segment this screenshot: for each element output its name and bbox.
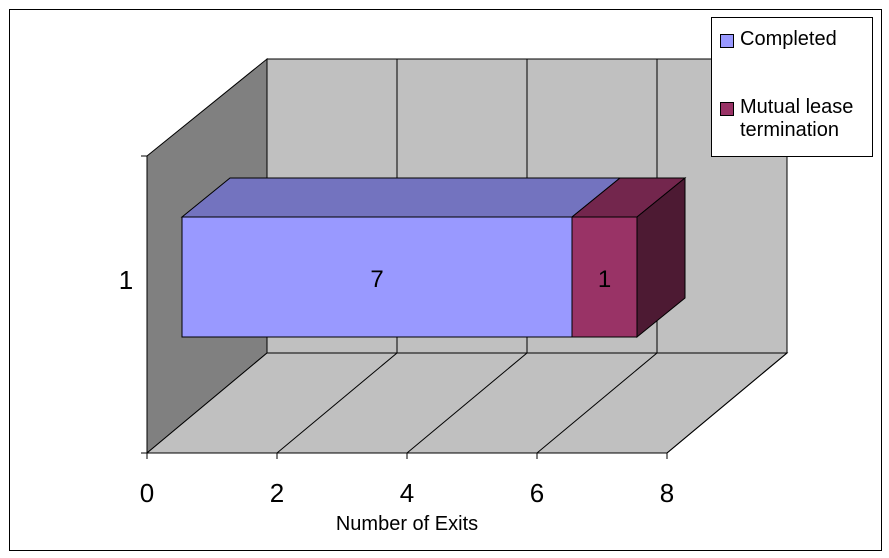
legend-entry-mutual-lease-termination: Mutual lease termination [720, 96, 875, 142]
data-label-completed: 7 [370, 266, 383, 293]
gridline-floor-8 [666, 352, 788, 454]
legend-swatch-mutual-lease-termination [720, 102, 734, 116]
x-tick-label-4: 4 [400, 478, 414, 508]
bar-completed [181, 216, 573, 338]
x-tick-label-8: 8 [660, 478, 674, 508]
axes: 0 2 4 6 8 1 Number of Exits [119, 155, 674, 535]
legend-swatch-completed [720, 34, 734, 48]
x-axis-title: Number of Exits [336, 513, 478, 535]
y-category-label: 1 [119, 265, 133, 295]
gridline-floor-2 [276, 352, 398, 454]
bar-side-mutual-lease-termination [636, 176, 686, 339]
x-tick-label-2: 2 [270, 478, 284, 508]
x-tick-label-0: 0 [140, 478, 154, 508]
data-label-mutual-lease-termination: 1 [598, 266, 611, 293]
legend-label-mutual-lease-termination: Mutual lease termination [740, 96, 854, 141]
legend-label-completed: Completed [740, 28, 837, 50]
gridline-floor-6 [536, 352, 658, 454]
legend: Completed Mutual lease termination [711, 17, 873, 157]
gridline-floor-4 [406, 352, 528, 454]
bar-top-completed [180, 177, 622, 218]
x-tick-label-6: 6 [530, 478, 544, 508]
legend-entry-completed: Completed [720, 28, 875, 51]
bar-mutual-lease-termination [571, 216, 638, 338]
